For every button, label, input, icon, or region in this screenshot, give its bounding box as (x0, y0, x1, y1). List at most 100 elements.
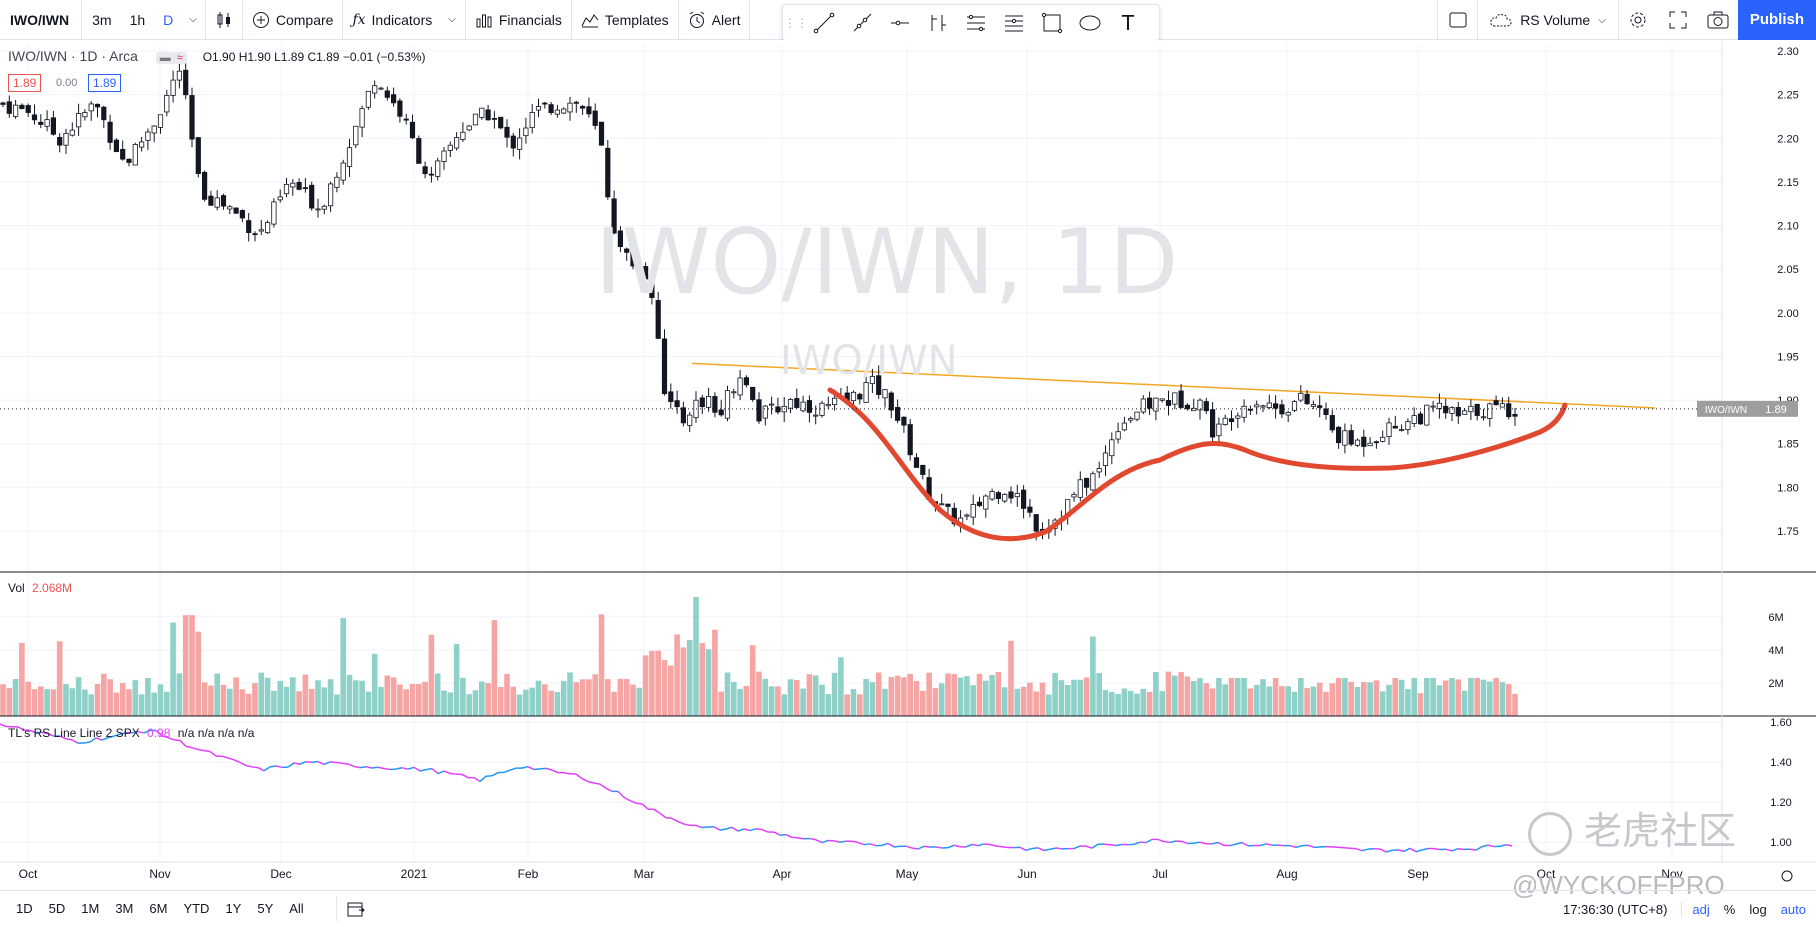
volume-bar (454, 644, 460, 716)
rs-legend[interactable]: TL's RS Line Line 2 SPX 0.98 n/a n/a n/a… (8, 726, 254, 740)
fib-retracement-icon[interactable] (995, 8, 1033, 38)
range-1d[interactable]: 1D (8, 901, 41, 916)
bar-chart-icon (475, 12, 493, 28)
range-5d[interactable]: 5D (41, 901, 74, 916)
chart-type-button[interactable] (206, 0, 243, 40)
volume-bar (958, 678, 964, 716)
chevron-down-icon[interactable]: ⌵ (438, 14, 456, 25)
price-range-icon[interactable] (919, 8, 957, 38)
rs-line-segment (720, 829, 726, 830)
clock-time[interactable]: 17:36:30 (UTC+8) (1563, 902, 1667, 917)
interval-d[interactable]: D (157, 12, 179, 28)
rs-line-segment (1194, 842, 1200, 843)
symbol-legend[interactable]: IWO/IWN · 1D · Arca ▬≈ O1.90 H1.90 L1.89… (8, 48, 426, 64)
rs-line-segment (1164, 842, 1170, 843)
volume-bar (139, 694, 145, 716)
volume-bar (19, 643, 25, 716)
volume-bar (1273, 678, 1279, 716)
candle-body (965, 515, 969, 516)
interval-1h[interactable]: 1h (124, 12, 152, 28)
candle-body (1255, 405, 1259, 407)
range-5y[interactable]: 5Y (249, 901, 281, 916)
time-axis-label: Apr (773, 867, 792, 881)
publish-button[interactable]: Publish (1738, 0, 1816, 40)
chevron-down-icon[interactable]: ⌵ (185, 14, 201, 25)
volume-bar (466, 694, 472, 716)
ellipse-tool-icon[interactable] (1071, 8, 1109, 38)
legend-visibility-toggle[interactable]: ▬ (156, 52, 175, 64)
interval-3m[interactable]: 3m (86, 12, 117, 28)
candle-body (1507, 404, 1511, 417)
candle-body (681, 408, 685, 423)
candle-body (574, 102, 578, 103)
candle-body (908, 425, 912, 455)
range-3m[interactable]: 3M (107, 901, 141, 916)
trend-line-icon[interactable] (805, 8, 843, 38)
volume-bar (1115, 694, 1121, 716)
horizontal-ray-icon[interactable] (881, 8, 919, 38)
volume-bar (378, 687, 384, 716)
range-1m[interactable]: 1M (73, 901, 107, 916)
volume-bar (1128, 691, 1134, 716)
candle-body (404, 119, 408, 120)
range-ytd[interactable]: YTD (175, 901, 217, 916)
goto-date-icon[interactable] (336, 897, 365, 921)
candle-body (354, 126, 358, 145)
range-all[interactable]: All (281, 901, 311, 916)
time-axis-label: 2021 (401, 867, 428, 881)
volume-bar (851, 689, 857, 716)
symbol-search[interactable]: IWO/IWN (0, 0, 82, 40)
volume-bar (712, 630, 718, 716)
volume-bar (1147, 692, 1153, 716)
ray-icon[interactable] (843, 8, 881, 38)
volume-bar (649, 651, 655, 716)
financials-button[interactable]: Financials (466, 0, 572, 40)
templates-button[interactable]: Templates (572, 0, 679, 40)
indicators-button[interactable]: ƒx Indicators ⌵ (343, 0, 465, 40)
volume-bar (681, 647, 687, 716)
volume-bar (441, 691, 447, 716)
volume-bar (687, 640, 693, 716)
volume-bar (240, 689, 246, 716)
candle-body (139, 142, 143, 147)
rectangle-select-icon[interactable] (1437, 0, 1477, 40)
compare-button[interactable]: Compare (243, 0, 344, 40)
candle-body (1362, 437, 1366, 446)
fullscreen-icon[interactable] (1658, 0, 1698, 40)
range-6m[interactable]: 6M (141, 901, 175, 916)
percent-toggle[interactable]: % (1724, 902, 1736, 917)
drag-handle-icon[interactable]: ⋮⋮ (787, 8, 805, 38)
candle-body (1217, 424, 1221, 436)
volume-bar (567, 672, 573, 716)
volume-bar (44, 689, 50, 716)
time-axis-label: Dec (270, 867, 291, 881)
volume-bar (901, 677, 907, 716)
rectangle-tool-icon[interactable] (1033, 8, 1071, 38)
volume-bar (133, 680, 139, 716)
legend-ohlc: O1.90 H1.90 L1.89 C1.89 −0.01 (−0.53%) (203, 50, 426, 64)
candle-body (1387, 423, 1391, 437)
candle-body (1324, 409, 1328, 415)
log-toggle[interactable]: log (1749, 902, 1766, 917)
camera-icon[interactable] (1698, 0, 1738, 40)
candle-body (341, 163, 345, 180)
bottom-right-controls: 17:36:30 (UTC+8) adj % log auto (1563, 891, 1806, 927)
volume-bar (145, 678, 151, 716)
text-tool-icon[interactable]: T (1109, 8, 1147, 38)
volume-bar (422, 682, 428, 716)
legend-wave-icon[interactable]: ≈ (173, 52, 187, 64)
rs-volume-button[interactable]: RS Volume ⌵ (1477, 0, 1618, 40)
volume-legend[interactable]: Vol 2.068M (8, 581, 72, 595)
auto-toggle[interactable]: auto (1781, 902, 1806, 917)
parallel-channel-icon[interactable] (957, 8, 995, 38)
time-axis-label: Feb (518, 867, 539, 881)
volume-bar (744, 686, 750, 716)
volume-bar (1449, 678, 1455, 716)
rs-line-segment (306, 762, 312, 763)
range-1y[interactable]: 1Y (217, 901, 249, 916)
alert-button[interactable]: Alert (679, 0, 751, 40)
bottom-toolbar: 1D 5D 1M 3M 6M YTD 1Y 5Y All 17:36:30 (U… (0, 890, 1816, 926)
settings-gear-icon[interactable] (1618, 0, 1658, 40)
adj-toggle[interactable]: adj (1681, 902, 1709, 917)
